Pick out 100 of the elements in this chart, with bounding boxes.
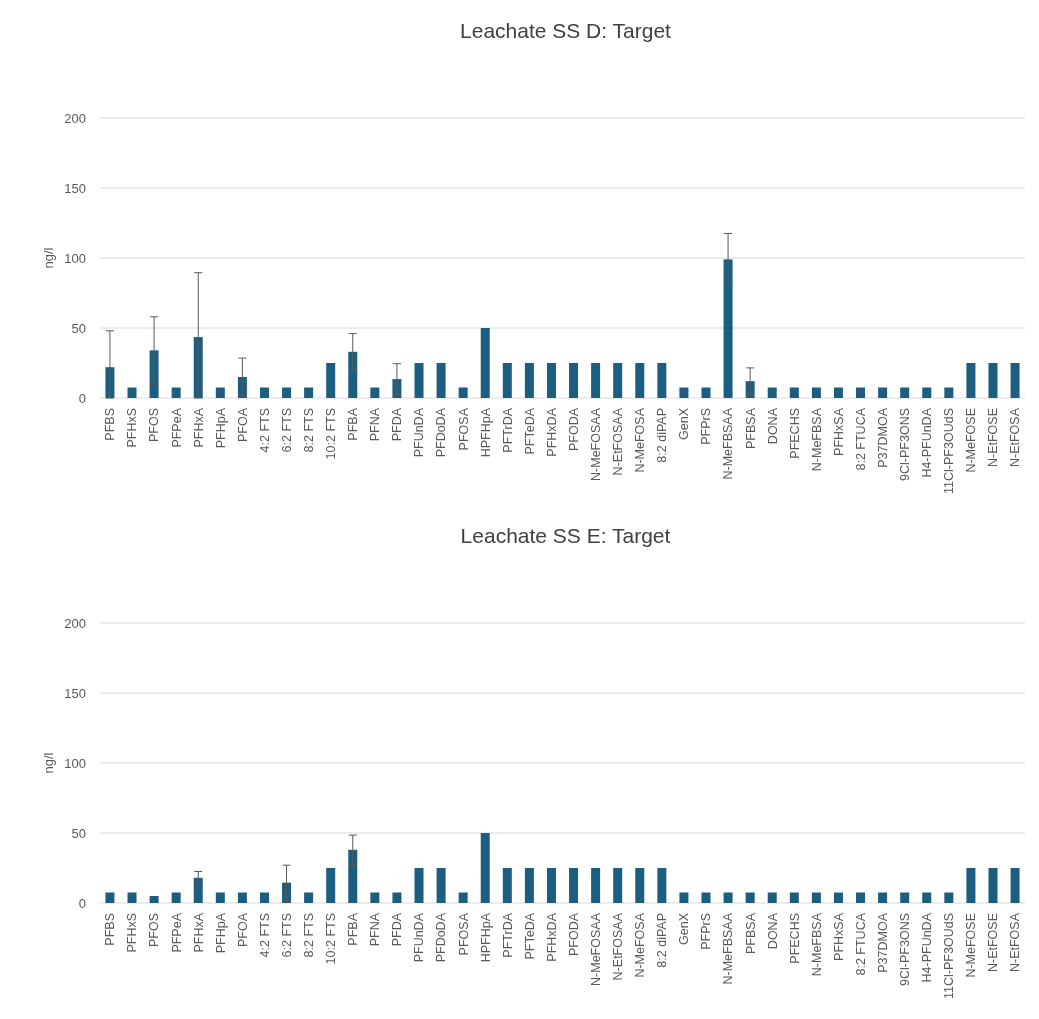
bar (370, 892, 380, 903)
bar (237, 892, 247, 903)
x-tick-label: PFNA (368, 912, 383, 947)
x-tick-label: N-EtFOSAA (611, 912, 626, 981)
x-tick-label: PFBA (346, 407, 361, 441)
bar (833, 892, 843, 903)
x-tick-label: 10:2 FTS (324, 408, 339, 460)
x-tick-label: 8:2 FTS (302, 408, 316, 453)
chart-title: Leachate SS E: Target (460, 524, 671, 547)
x-tick-label: H4-PFUnDA (920, 912, 935, 983)
x-tick-label: N-EtFOSA (1008, 407, 1023, 468)
bar (546, 363, 556, 398)
y-tick-label: 50 (71, 825, 86, 841)
x-tick-label: PFTeDA (522, 407, 537, 455)
y-tick-label: 50 (71, 320, 86, 336)
x-tick-label: 4:2 FTS (257, 913, 272, 958)
x-tick-label: N-EtFOSA (1008, 912, 1023, 973)
bar (171, 387, 181, 398)
bar (326, 868, 336, 903)
x-tick-label: PFOA (235, 407, 250, 443)
bar (900, 892, 910, 903)
x-tick-label: PFHxDA (544, 407, 559, 457)
x-tick-label: PFOSA (456, 912, 471, 956)
bar (348, 849, 358, 903)
bar (458, 892, 468, 903)
bar (127, 892, 137, 903)
y-tick-label: 200 (64, 110, 86, 126)
bar (701, 892, 711, 903)
x-tick-label: PFHpA (213, 912, 228, 954)
x-tick-label: PFDoDA (434, 912, 449, 963)
x-tick-label: PFBSA (743, 912, 758, 954)
bar (1010, 363, 1020, 398)
bar (458, 387, 468, 398)
x-tick-label: N-MeFOSAA (588, 407, 603, 481)
x-tick-label: 4:2 FTS (257, 408, 272, 453)
bar (524, 363, 534, 398)
bar (171, 892, 181, 903)
x-tick-label: 6:2 FTS (279, 913, 294, 958)
x-tick-label: PFTrDA (500, 912, 515, 958)
x-tick-label: PFHxA (191, 407, 206, 448)
bar (326, 363, 336, 398)
bar (988, 363, 998, 398)
bar (701, 387, 711, 398)
bar (811, 387, 821, 398)
x-tick-label: PFPeA (169, 407, 184, 448)
x-tick-label: N-MeFOSE (964, 913, 979, 978)
x-tick-label: PFHxSA (831, 407, 846, 456)
x-tick-label: PFBSA (743, 407, 758, 449)
x-tick-label: PFPeA (169, 912, 184, 953)
bar (613, 363, 623, 398)
bar (502, 363, 512, 398)
bar (833, 387, 843, 398)
y-tick-label: 150 (64, 180, 86, 196)
y-tick-label: 0 (78, 390, 86, 406)
bar (414, 868, 424, 903)
y-tick-label: 100 (64, 250, 86, 266)
bar (436, 363, 446, 398)
x-tick-label: PFPrS (699, 913, 714, 950)
bar (878, 892, 888, 903)
bar (988, 868, 998, 903)
bar (569, 363, 579, 398)
x-tick-label: PFODA (566, 912, 581, 957)
bar (392, 892, 402, 903)
x-tick-label: N-MeFOSA (633, 407, 648, 473)
x-tick-label: N-MeFOSAA (588, 912, 603, 986)
x-tick-label: 11Cl-PF3OUdS (942, 913, 957, 999)
bar (569, 868, 579, 903)
x-tick-label: N-EtFOSE (986, 408, 1001, 468)
x-tick-label: HPFHpA (478, 407, 493, 458)
bar (613, 868, 623, 903)
bar (304, 387, 314, 398)
bar (944, 892, 954, 903)
x-tick-label: GenX (677, 407, 692, 440)
bar (679, 387, 689, 398)
x-tick-label: PFHxSA (831, 912, 846, 961)
x-tick-label: PFBS (103, 913, 118, 946)
bar (878, 387, 888, 398)
x-tick-label: N-MeFBSA (809, 912, 824, 977)
bar (127, 387, 137, 398)
x-tick-label: N-MeFBSAA (721, 912, 736, 985)
chart-title: Leachate SS D: Target (460, 19, 672, 42)
x-tick-label: N-MeFBSA (809, 407, 824, 472)
bar (193, 877, 203, 903)
bar (414, 363, 424, 398)
x-tick-label: PFHxS (125, 913, 140, 953)
bar (105, 892, 115, 903)
x-tick-label: PFNA (368, 407, 383, 442)
x-tick-label: 8:2 diPAP (655, 408, 670, 463)
bar (922, 892, 932, 903)
x-tick-label: HPFHpA (478, 912, 493, 963)
bar (591, 363, 601, 398)
x-tick-label: PFDoDA (434, 407, 449, 458)
bar (259, 892, 269, 903)
bar (767, 387, 777, 398)
x-tick-label: N-MeFOSA (633, 912, 648, 978)
bar (900, 387, 910, 398)
y-axis-title: ng/l (41, 752, 56, 774)
bar (546, 868, 556, 903)
x-tick-label: DONA (765, 912, 780, 950)
x-tick-label: PFTeDA (522, 912, 537, 960)
